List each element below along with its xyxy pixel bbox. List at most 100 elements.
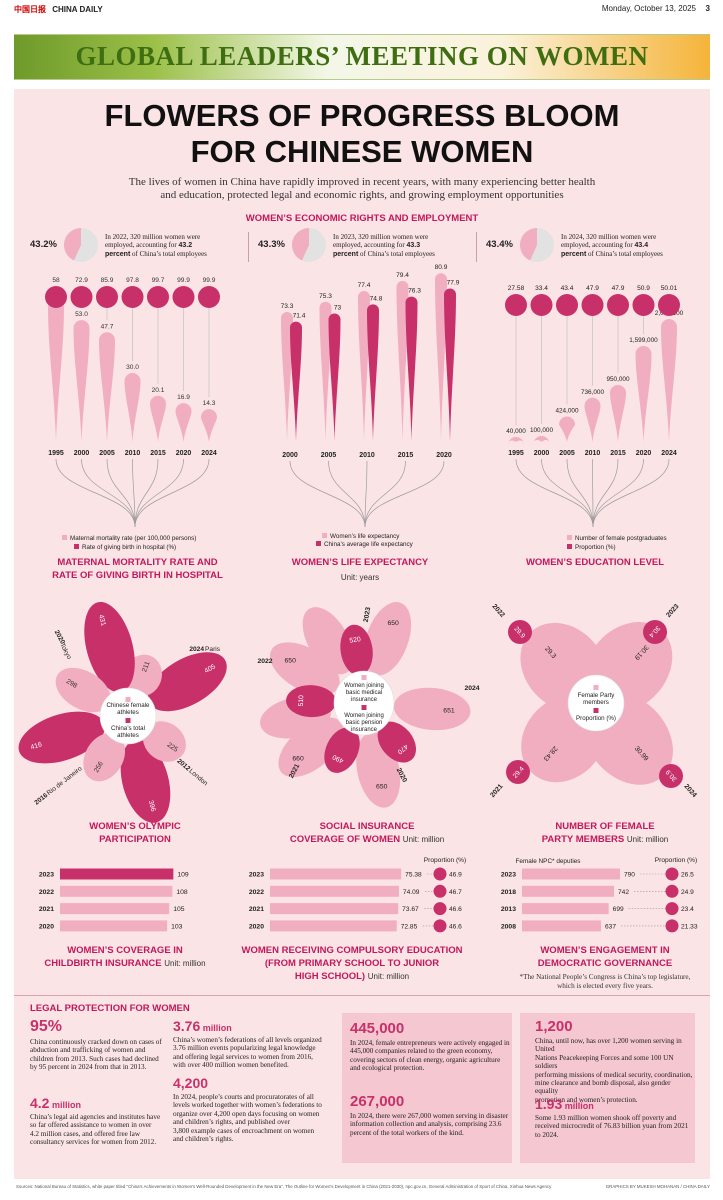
economic-text-line2: employed, accounting for 43.4: [561, 241, 649, 250]
legal-text-line: to 2024.: [535, 1130, 559, 1139]
compulsory-year-label: 2021: [249, 906, 264, 913]
legal-text: China’s women’s federations of all level…: [173, 1036, 338, 1070]
legal-number-unit: million: [562, 1101, 594, 1111]
life-avg-label: 71.4: [293, 313, 306, 320]
maternal-stem: [106, 458, 136, 528]
education-stem: [592, 458, 644, 528]
party-proportion-circle: [508, 620, 532, 644]
olympic-total-value: 416: [30, 741, 43, 751]
maternal-value-label: 47.7: [101, 323, 114, 330]
childbirth-bar: [60, 885, 173, 897]
life-stem: [364, 460, 406, 528]
legal-heading: LEGAL PROTECTION FOR WOMEN: [30, 1003, 190, 1014]
life-avg-label: 76.3: [408, 288, 421, 295]
legal-text-line: Nations Peacekeeping Forces and some 100…: [535, 1053, 674, 1071]
governance-note-line2: which is elected every five years.: [557, 982, 653, 990]
maternal-year-label: 2005: [99, 450, 115, 457]
life-women-label: 75.3: [319, 293, 332, 300]
legal-text-line: levels worked together with women’s fede…: [173, 1101, 322, 1110]
maternal-rate-label: 85.9: [101, 277, 114, 284]
childbirth-title-line2: CHILDBIRTH INSURANCE: [44, 958, 162, 969]
insurance-medical-value: 650: [285, 657, 297, 664]
subtitle: The lives of women in China have rapidly…: [14, 176, 710, 202]
main-title: FLOWERS OF PROGRESS BLOOM FOR CHINESE WO…: [14, 98, 710, 170]
legal-text-line: children from 2013. Such cases had decli…: [30, 1054, 159, 1063]
insurance-year-label: 2022: [257, 658, 272, 665]
life-women-label: 73.3: [281, 303, 294, 310]
governance-value-label: 790: [624, 872, 635, 879]
legal-text-line: 3.76 million events popularizing legal k…: [173, 1044, 316, 1053]
education-prop-circle: [632, 294, 655, 316]
legal-item: 95% China continuously cracked down on c…: [30, 1018, 170, 1072]
education-prop-label: 43.4: [561, 285, 574, 292]
compulsory-year-label: 2020: [249, 923, 264, 930]
education-count-label: 1,599,000: [629, 337, 658, 344]
compulsory-prop-value: 46.6: [449, 923, 462, 930]
childbirth-title-line1: WOMEN’S COVERAGE IN: [67, 945, 183, 956]
governance-year-label: 2008: [501, 923, 516, 930]
maternal-value-label: 16.9: [177, 394, 190, 401]
education-year-label: 2010: [585, 450, 601, 457]
life-avg-label: 73: [334, 305, 342, 312]
life-title-line1: WOMEN’S LIFE EXPECTANCY: [291, 557, 429, 568]
education-legend-label: Proportion (%): [575, 544, 616, 551]
insurance-title-line2: COVERAGE OF WOMEN: [289, 834, 401, 845]
maternal-rate-circle: [96, 286, 118, 308]
maternal-petal: [150, 395, 166, 442]
education-prop-circle: [556, 294, 578, 316]
childbirth-year-label: 2022: [39, 889, 54, 896]
legal-number-unit: million: [49, 1100, 81, 1110]
maternal-rate-circle: [45, 286, 67, 308]
legal-number: 445,000: [350, 1020, 405, 1037]
party-center-swatch: [593, 685, 599, 690]
education-prop-circle: [505, 294, 527, 316]
legal-text: China continuously cracked down on cases…: [30, 1038, 170, 1072]
compulsory-title-line1: WOMEN RECEIVING COMPULSORY EDUCATION: [241, 945, 463, 956]
maternal-year-label: 2020: [176, 450, 192, 457]
compulsory-year-label: 2023: [249, 872, 264, 879]
maternal-rate-circle: [172, 286, 195, 308]
legal-text-line: abduction and trafficking of women and: [30, 1046, 146, 1055]
education-year-label: 2015: [610, 450, 626, 457]
maternal-rate-circle: [70, 286, 93, 308]
legal-number: 1,200: [535, 1018, 573, 1035]
education-count-label: 950,000: [606, 376, 630, 383]
maternal-petal: [48, 299, 64, 442]
governance-bar: [522, 885, 615, 897]
economic-item: 43.3% In 2023, 320 million women were em…: [258, 228, 473, 264]
legal-item: 1.93 million Some 1.93 million women sho…: [535, 1096, 695, 1139]
party-title-line2: PARTY MEMBERS: [541, 834, 625, 845]
compulsory-prop-value: 46.6: [449, 906, 462, 913]
governance-title: WOMEN’S ENGAGEMENT IN DEMOCRATIC GOVERNA…: [505, 944, 705, 970]
education-petal: [533, 435, 550, 444]
legal-text: China, until now, has over 1,200 women s…: [535, 1037, 695, 1104]
education-count-label: 40,000: [506, 428, 526, 435]
legal-text: In 2024, there were 267,000 women servin…: [350, 1112, 510, 1137]
education-stem: [515, 458, 594, 528]
education-legend-swatch: [567, 544, 572, 549]
economic-text-line3: percent of China’s total employees: [333, 250, 435, 259]
life-legend-label: China’s average life expectancy: [324, 541, 414, 548]
graphics-credit: GRAPHICS BY MUKESH MOHANAN / CHINA DAILY: [605, 1184, 710, 1189]
insurance-center-label: Women joining: [344, 683, 384, 689]
childbirth-value-label: 105: [173, 906, 185, 913]
olympic-female-petal: [55, 667, 111, 713]
insurance-center-label: Women joining: [344, 713, 384, 719]
legal-item: 445,000 In 2024, female entrepreneurs we…: [350, 1020, 510, 1073]
legal-text-line: mine clearance and bomb disposal, also g…: [535, 1079, 671, 1096]
insurance-title: SOCIAL INSURANCE COVERAGE OF WOMEN Unit:…: [262, 820, 472, 846]
compulsory-bar: [270, 868, 402, 880]
education-petal: [610, 384, 626, 442]
olympic-female-value: 211: [141, 660, 151, 673]
education-prop-label: 33.4: [535, 285, 548, 292]
life-avg-petal: [405, 296, 418, 441]
compulsory-prop-circle: [433, 919, 447, 933]
olympic-city-label: Tokyo: [58, 642, 72, 661]
life-women-label: 80.9: [435, 264, 448, 271]
economic-text-line1: In 2022, 320 million women were: [105, 233, 201, 241]
childbirth-bar: [60, 920, 168, 932]
education-year-label: 1995: [508, 450, 524, 457]
governance-bar: [522, 868, 620, 880]
life-year-label: 2005: [321, 452, 337, 459]
insurance-medical-petal: [269, 642, 340, 696]
